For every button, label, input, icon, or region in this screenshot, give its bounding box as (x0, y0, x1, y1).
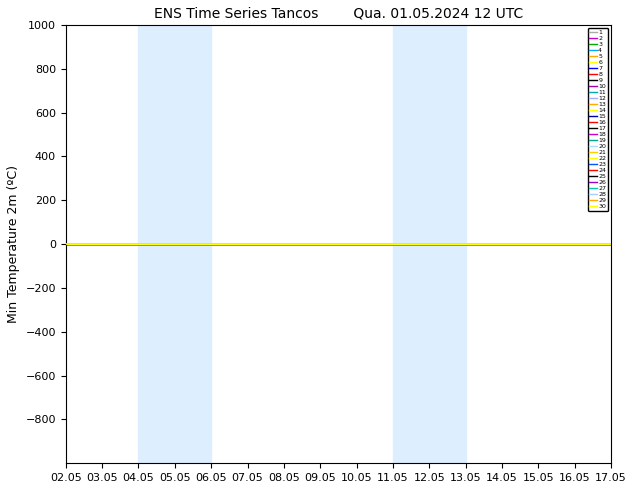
Bar (175, 25, 211, 464)
Bar (138, 25, 175, 464)
Bar (393, 25, 429, 464)
Legend: 1, 2, 3, 4, 5, 6, 7, 8, 9, 10, 11, 12, 13, 14, 15, 16, 17, 18, 19, 20, 21, 22, 2: 1, 2, 3, 4, 5, 6, 7, 8, 9, 10, 11, 12, 1… (588, 28, 608, 211)
Bar (429, 25, 466, 464)
Title: ENS Time Series Tancos        Qua. 01.05.2024 12 UTC: ENS Time Series Tancos Qua. 01.05.2024 1… (154, 7, 523, 21)
Y-axis label: Min Temperature 2m (ºC): Min Temperature 2m (ºC) (7, 165, 20, 323)
